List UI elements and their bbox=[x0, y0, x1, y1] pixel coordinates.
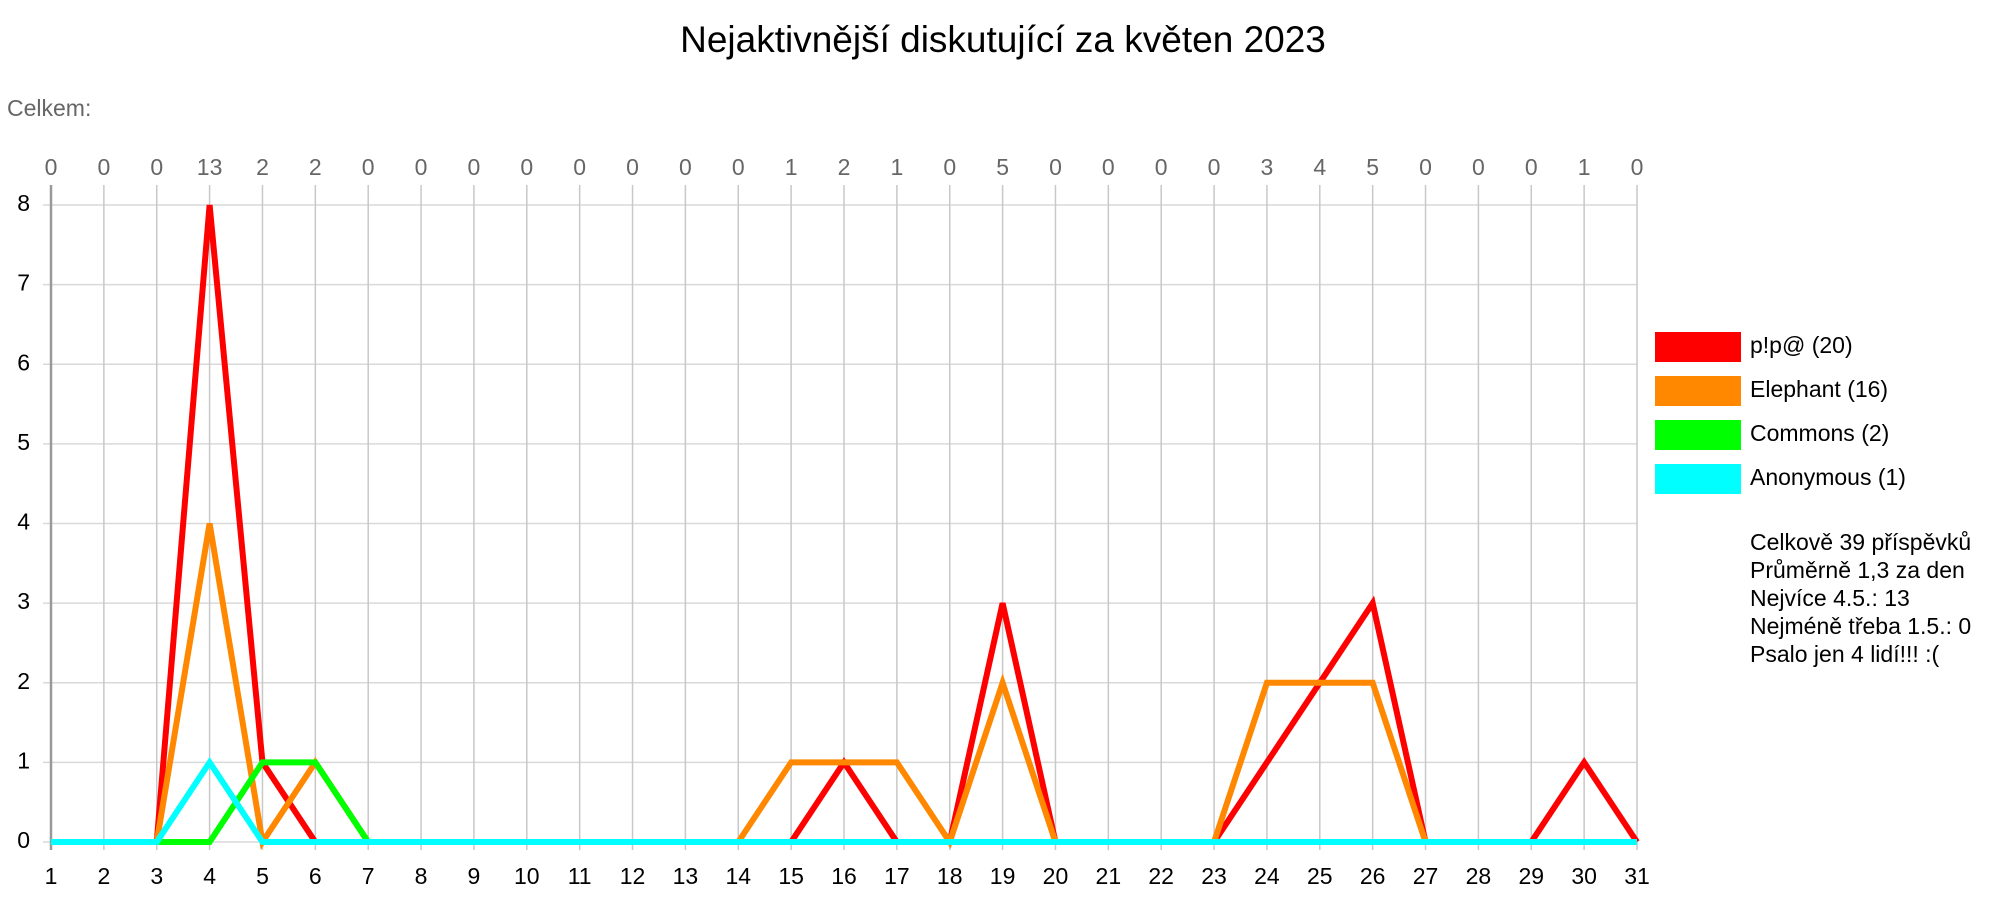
daily-total: 0 bbox=[362, 154, 375, 180]
x-tick-label: 10 bbox=[514, 863, 540, 889]
daily-total: 3 bbox=[1261, 154, 1274, 180]
x-tick-label: 23 bbox=[1201, 863, 1227, 889]
x-tick-label: 3 bbox=[150, 863, 163, 889]
x-tick-label: 13 bbox=[673, 863, 699, 889]
daily-total: 0 bbox=[1472, 154, 1485, 180]
x-tick-label: 6 bbox=[309, 863, 322, 889]
x-tick-label: 18 bbox=[937, 863, 963, 889]
x-tick-label: 27 bbox=[1413, 863, 1439, 889]
stat-line: Nejvíce 4.5.: 13 bbox=[1750, 585, 1910, 611]
stat-line: Průměrně 1,3 za den bbox=[1750, 557, 1965, 583]
legend-swatch bbox=[1655, 420, 1741, 450]
daily-total: 0 bbox=[520, 154, 533, 180]
daily-total: 0 bbox=[1102, 154, 1115, 180]
x-tick-label: 2 bbox=[97, 863, 110, 889]
y-tick-label: 5 bbox=[17, 429, 30, 455]
daily-total: 1 bbox=[890, 154, 903, 180]
daily-total: 4 bbox=[1313, 154, 1326, 180]
daily-total: 0 bbox=[1631, 154, 1644, 180]
x-tick-label: 30 bbox=[1571, 863, 1597, 889]
x-tick-label: 26 bbox=[1360, 863, 1386, 889]
x-tick-label: 17 bbox=[884, 863, 910, 889]
daily-total: 0 bbox=[1525, 154, 1538, 180]
x-tick-label: 28 bbox=[1466, 863, 1492, 889]
daily-total: 0 bbox=[573, 154, 586, 180]
x-tick-label: 16 bbox=[831, 863, 857, 889]
x-tick-label: 1 bbox=[45, 863, 58, 889]
y-tick-label: 6 bbox=[17, 349, 30, 375]
legend-label: Elephant (16) bbox=[1750, 376, 1888, 402]
x-tick-label: 31 bbox=[1624, 863, 1650, 889]
daily-total: 2 bbox=[256, 154, 269, 180]
daily-total: 1 bbox=[785, 154, 798, 180]
legend-label: Commons (2) bbox=[1750, 420, 1889, 446]
y-tick-label: 8 bbox=[17, 190, 30, 216]
x-tick-label: 4 bbox=[203, 863, 216, 889]
chart-title: Nejaktivnější diskutující za květen 2023 bbox=[680, 19, 1326, 60]
legend-swatch bbox=[1655, 332, 1741, 362]
daily-total: 0 bbox=[415, 154, 428, 180]
daily-total: 0 bbox=[1208, 154, 1221, 180]
x-tick-label: 22 bbox=[1148, 863, 1174, 889]
series-line bbox=[51, 756, 1637, 845]
daily-total: 2 bbox=[309, 154, 322, 180]
y-tick-label: 2 bbox=[17, 668, 30, 694]
x-tick-label: 14 bbox=[725, 863, 751, 889]
stat-line: Celkově 39 příspěvků bbox=[1750, 529, 1971, 555]
y-tick-label: 4 bbox=[17, 509, 30, 535]
y-tick-label: 3 bbox=[17, 588, 30, 614]
x-tick-label: 12 bbox=[620, 863, 646, 889]
x-tick-label: 21 bbox=[1096, 863, 1122, 889]
daily-total: 0 bbox=[1049, 154, 1062, 180]
daily-total: 0 bbox=[679, 154, 692, 180]
x-tick-label: 15 bbox=[778, 863, 804, 889]
daily-total: 0 bbox=[1155, 154, 1168, 180]
y-tick-label: 0 bbox=[17, 827, 30, 853]
daily-total: 13 bbox=[197, 154, 223, 180]
legend-label: p!p@ (20) bbox=[1750, 332, 1853, 358]
daily-total: 0 bbox=[626, 154, 639, 180]
x-tick-label: 19 bbox=[990, 863, 1016, 889]
totals-label: Celkem: bbox=[7, 95, 91, 121]
daily-total: 0 bbox=[1419, 154, 1432, 180]
daily-total: 0 bbox=[732, 154, 745, 180]
daily-total: 1 bbox=[1578, 154, 1591, 180]
y-tick-label: 7 bbox=[17, 270, 30, 296]
daily-total: 5 bbox=[996, 154, 1009, 180]
x-tick-label: 8 bbox=[415, 863, 428, 889]
daily-total: 0 bbox=[468, 154, 481, 180]
daily-total: 0 bbox=[97, 154, 110, 180]
y-tick-label: 1 bbox=[17, 747, 30, 773]
x-tick-label: 7 bbox=[362, 863, 375, 889]
x-tick-label: 5 bbox=[256, 863, 269, 889]
daily-total: 0 bbox=[45, 154, 58, 180]
x-tick-label: 11 bbox=[568, 863, 592, 889]
x-tick-label: 24 bbox=[1254, 863, 1280, 889]
daily-total: 0 bbox=[150, 154, 163, 180]
x-tick-label: 9 bbox=[468, 863, 481, 889]
daily-total: 2 bbox=[838, 154, 851, 180]
legend-swatch bbox=[1655, 376, 1741, 406]
stat-line: Nejméně třeba 1.5.: 0 bbox=[1750, 613, 1971, 639]
stat-line: Psalo jen 4 lidí!!! :( bbox=[1750, 641, 1940, 667]
daily-total: 5 bbox=[1366, 154, 1379, 180]
x-tick-label: 20 bbox=[1043, 863, 1069, 889]
x-tick-label: 25 bbox=[1307, 863, 1333, 889]
legend-label: Anonymous (1) bbox=[1750, 464, 1906, 490]
x-tick-label: 29 bbox=[1518, 863, 1544, 889]
legend-swatch bbox=[1655, 464, 1741, 494]
daily-total: 0 bbox=[943, 154, 956, 180]
